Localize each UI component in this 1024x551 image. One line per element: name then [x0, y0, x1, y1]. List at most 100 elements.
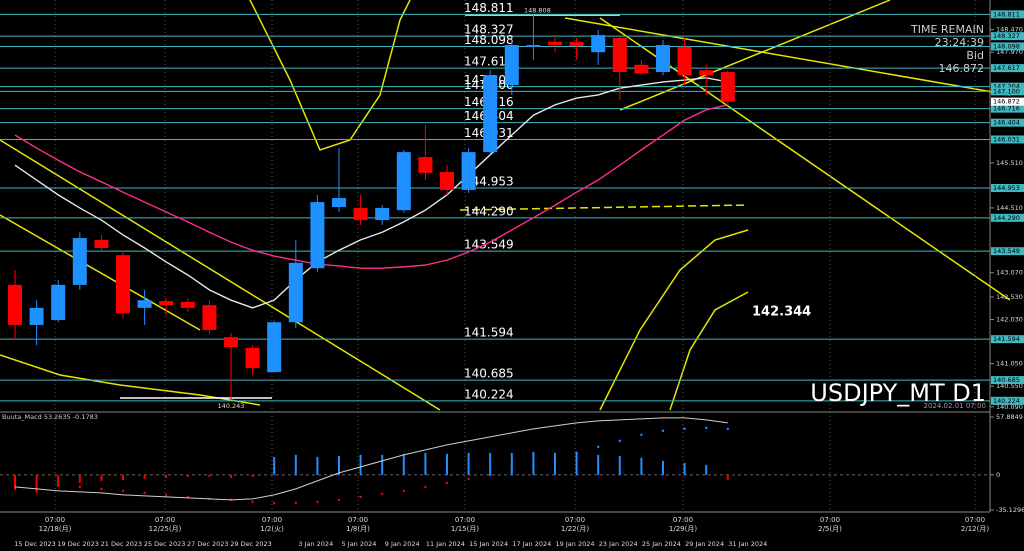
signal-dot — [143, 491, 146, 495]
signal-dot — [575, 451, 578, 455]
signal-dot — [661, 429, 665, 433]
histogram-bar — [446, 453, 448, 475]
signal-dot — [165, 493, 168, 497]
candle-body — [202, 305, 217, 330]
candle-body — [440, 171, 454, 190]
y-tick-label: 142.030 — [996, 316, 1023, 324]
y-tick-label: 57.8849 — [996, 413, 1023, 421]
histogram-bar — [705, 464, 708, 475]
histogram-bar — [575, 452, 578, 475]
macd-line — [14, 417, 728, 501]
session-date-label: 2/12(月) — [961, 525, 989, 533]
level-label: 148.098 — [464, 33, 514, 47]
band-line — [249, 0, 411, 151]
histogram-bar — [489, 452, 492, 475]
y-tick-label: 140.550 — [996, 382, 1023, 390]
level-axis-box — [991, 213, 1024, 222]
candle-body — [288, 262, 303, 323]
signal-dot — [121, 489, 125, 493]
x-tick-label: 5 Jan 2024 — [342, 540, 377, 548]
histogram-bar — [402, 453, 405, 475]
symbol-label: USDJPY_MT D1 — [810, 379, 986, 407]
level-axis-box — [991, 64, 1024, 73]
level-axis-box — [991, 118, 1024, 127]
x-tick-label: 17 Jan 2024 — [512, 540, 551, 548]
signal-dot — [532, 463, 535, 467]
histogram-bar — [14, 474, 16, 490]
bid-axis-box — [991, 97, 1024, 106]
candle-body — [72, 238, 87, 285]
y-tick-label: 147.970 — [996, 48, 1023, 56]
signal-dot — [467, 477, 470, 481]
candle-body — [656, 45, 670, 73]
session-date-label: 1/2(火) — [260, 525, 284, 533]
moving-average — [14, 77, 728, 309]
level-axis-box — [991, 183, 1024, 192]
y-tick-label: 143.070 — [996, 269, 1023, 277]
candle-body — [612, 37, 627, 73]
level-axis-box — [991, 247, 1024, 256]
level-label: 148.811 — [464, 1, 514, 15]
session-date-label: 12/18(月) — [39, 525, 72, 533]
histogram-bar — [230, 474, 232, 478]
candle-body — [526, 45, 541, 47]
signal-dot — [640, 433, 643, 437]
level-axis-label: 146.404 — [993, 119, 1020, 127]
band-line — [459, 204, 749, 211]
candle-body — [483, 75, 498, 153]
x-tick-label: 3 Jan 2024 — [298, 540, 333, 548]
session-time-label: 07:00 — [965, 516, 985, 524]
candle-body — [159, 301, 174, 306]
histogram-bar — [381, 454, 384, 475]
level-axis-box — [991, 87, 1024, 96]
time-remain-label: TIME REMAIN — [910, 23, 984, 36]
level-axis-label: 146.031 — [993, 135, 1020, 143]
x-tick-label: 15 Dec 2023 — [14, 540, 56, 548]
level-axis-box — [991, 396, 1024, 405]
histogram-bar — [143, 474, 146, 479]
level-label: 144.290 — [464, 204, 514, 218]
histogram-bar — [122, 474, 124, 480]
level-axis-label: 147.100 — [993, 87, 1020, 95]
signal-dot — [683, 427, 686, 431]
signal-dot — [316, 500, 319, 504]
histogram-bar — [165, 474, 168, 478]
session-time-label: 07:00 — [155, 516, 175, 524]
histogram-bar — [57, 474, 60, 487]
y-tick-label: 148.470 — [996, 26, 1023, 34]
band-line — [599, 229, 749, 411]
histogram-bar — [186, 474, 189, 477]
level-axis-label: 144.290 — [993, 214, 1020, 222]
level-axis-label: 148.327 — [993, 32, 1020, 40]
histogram-bar — [100, 474, 103, 481]
histogram-bar — [597, 454, 600, 475]
session-time-label: 07:00 — [262, 516, 282, 524]
level-axis-box — [991, 10, 1024, 19]
level-axis-label: 143.549 — [993, 247, 1020, 255]
histogram-bar — [662, 460, 664, 475]
candle-body — [504, 45, 519, 86]
x-tick-label: 15 Jan 2024 — [469, 540, 508, 548]
candle-body — [224, 337, 238, 347]
session-time-label: 07:00 — [455, 516, 475, 524]
x-tick-label: 9 Jan 2024 — [385, 540, 420, 548]
candle-body — [461, 152, 476, 190]
high-label: 148.808 — [524, 6, 551, 14]
x-tick-label: 27 Dec 2023 — [187, 540, 229, 548]
level-axis-label: 146.716 — [993, 105, 1020, 113]
candle-body — [569, 41, 584, 46]
level-axis-box — [991, 32, 1024, 41]
x-tick-label: 31 Jan 2024 — [728, 540, 767, 548]
histogram-bar — [618, 455, 621, 475]
session-date-label: 2/5(月) — [818, 525, 842, 533]
histogram-bar — [273, 456, 276, 475]
signal-dot — [705, 426, 708, 430]
candle-body — [720, 72, 735, 102]
candle-body — [94, 239, 109, 248]
moving-average — [14, 104, 728, 269]
low-label: 140.243 — [218, 402, 245, 410]
level-axis-label: 148.811 — [993, 10, 1020, 18]
candle-body — [29, 307, 44, 325]
indicator-title: Buuta_Macd 53.2635 -0.1783 — [2, 413, 98, 421]
